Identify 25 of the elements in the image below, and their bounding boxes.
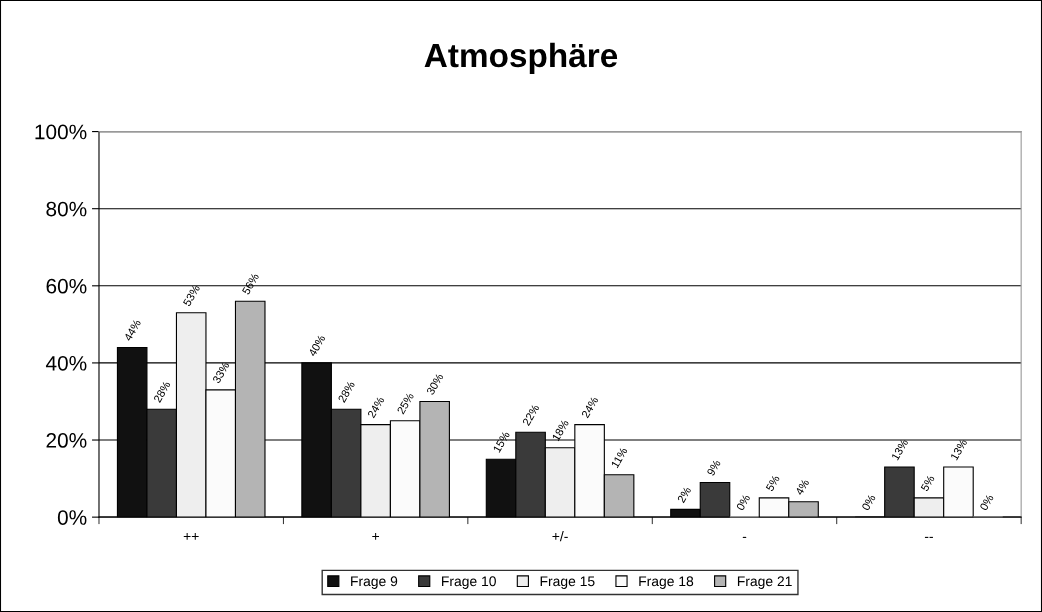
legend-label: Frage 10 xyxy=(442,576,496,589)
data-label: 0% xyxy=(979,493,994,512)
y-tick-label: 0% xyxy=(57,510,87,525)
x-tick-label: - xyxy=(742,536,747,538)
y-tick-label: 20% xyxy=(46,433,87,448)
data-label: 5% xyxy=(920,474,935,492)
data-label: 2% xyxy=(677,486,692,504)
x-tick-label: ++ xyxy=(183,533,199,540)
chart-title: Atmosphäre xyxy=(424,42,618,74)
legend-label: Frage 18 xyxy=(639,576,694,589)
x-tick-label: -- xyxy=(924,536,933,538)
y-tick-label: 40% xyxy=(45,355,87,371)
data-label: 9% xyxy=(706,459,721,477)
data-label: 5% xyxy=(765,474,780,492)
data-label: 4% xyxy=(794,478,810,496)
data-label: 0% xyxy=(736,493,751,512)
data-label: 0% xyxy=(861,493,876,512)
y-tick-label: 80% xyxy=(46,201,87,217)
legend-label: Frage 15 xyxy=(540,576,595,589)
y-tick-label: 60% xyxy=(46,278,87,294)
legend-label: Frage 9 xyxy=(351,576,398,589)
y-tick-label: 100% xyxy=(35,124,87,140)
x-tick-label: + xyxy=(372,533,380,540)
x-tick-label: +/- xyxy=(552,531,568,542)
legend-label: Frage 21 xyxy=(737,576,792,589)
